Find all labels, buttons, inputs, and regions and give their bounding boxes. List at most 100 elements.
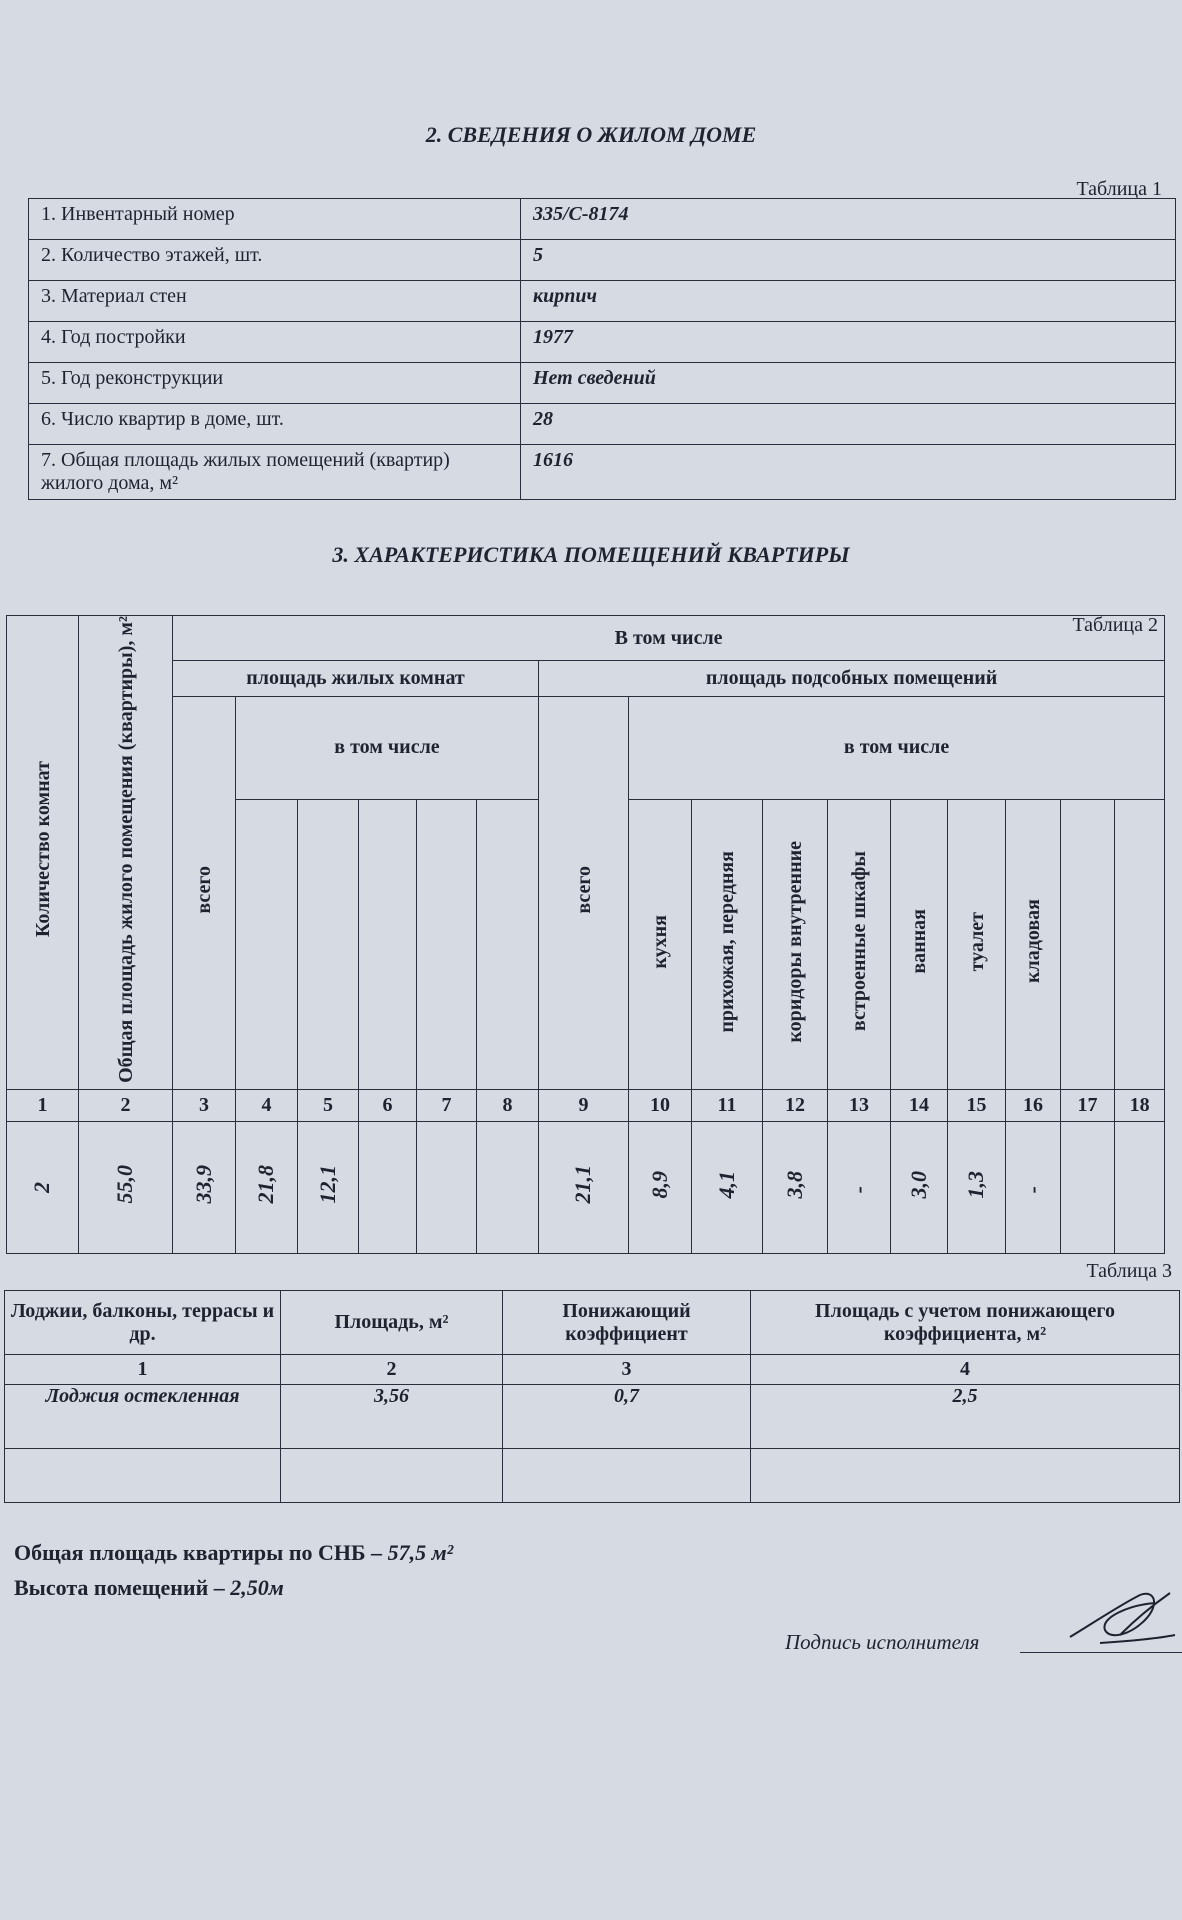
value-cell: 33,9: [172, 1120, 236, 1254]
table-3-cell: 3,56: [280, 1384, 503, 1449]
row-label: 5. Год реконструкции: [28, 362, 521, 404]
table-3-cell: [750, 1448, 1180, 1503]
signature-image: [1069, 1592, 1176, 1644]
table-1: 1. Инвентарный номер 335/С-8174 2. Количес…: [28, 198, 1176, 500]
aux-column-header: туалет: [947, 798, 1006, 1090]
value-text: 3,8: [781, 1170, 807, 1199]
value-cell: 3,0: [890, 1120, 948, 1254]
total-area-label: Общая площадь квартиры по СНБ –: [14, 1540, 388, 1565]
aux-column-header: кладовая: [1005, 798, 1061, 1090]
column-number: 9: [538, 1088, 629, 1122]
column-number: 17: [1060, 1088, 1115, 1122]
table-1-row: 6. Число квартир в доме, шт. 28: [28, 403, 1176, 445]
row-value: 335/С-8174: [520, 198, 1176, 240]
signature-label: Подпись исполнителя: [785, 1630, 980, 1654]
aux-column-label: прихожая, передняя: [716, 850, 738, 1033]
value-cell: [416, 1120, 477, 1254]
value-text: 33,9: [190, 1165, 216, 1204]
value-text: 8,9: [646, 1170, 672, 1199]
living-room-column: [235, 798, 298, 1090]
column-number: 14: [890, 1088, 948, 1122]
table-3-header: Площадь, м²: [280, 1290, 503, 1355]
column-number: 3: [502, 1354, 751, 1385]
column-number: 10: [628, 1088, 692, 1122]
header-aux-including: в том числе: [627, 696, 1166, 800]
value-cell: 21,1: [538, 1120, 629, 1254]
room-height-value: 2,50м: [230, 1575, 284, 1600]
value-cell: [476, 1120, 539, 1254]
table-3-header: Площадь с учетом понижающего коэффициент…: [750, 1290, 1180, 1355]
header-living-total: всего: [172, 696, 236, 1090]
header-aux-total: всего: [538, 696, 629, 1090]
signature-line: [1020, 1652, 1182, 1653]
value-cell: 2: [6, 1120, 79, 1254]
value-cell: [1060, 1120, 1115, 1254]
table-3-cell: [4, 1448, 281, 1503]
table-1-caption: Таблица 1: [1076, 178, 1162, 200]
row-value: 1977: [520, 321, 1176, 363]
aux-column-header: встроенные шкафы: [827, 798, 891, 1090]
value-cell: 1,3: [947, 1120, 1006, 1254]
header-living-including: в том числе: [235, 696, 539, 800]
value-text: 21,8: [253, 1165, 279, 1204]
column-number: 16: [1005, 1088, 1061, 1122]
section-3-title: 3. ХАРАКТЕРИСТИКА ПОМЕЩЕНИЙ КВАРТИРЫ: [332, 542, 850, 567]
aux-column-label: встроенные шкафы: [848, 851, 870, 1032]
value-cell: -: [1005, 1120, 1061, 1254]
column-number: 1: [4, 1354, 281, 1385]
column-number: 11: [691, 1088, 763, 1122]
aux-column-label: кухня: [649, 914, 671, 969]
section-2-title: 2. СВЕДЕНИЯ О ЖИЛОМ ДОМЕ: [425, 122, 757, 147]
table-1-row: 7. Общая площадь жилых помещений (кварти…: [28, 444, 1176, 500]
table-3: Лоджии, балконы, террасы и др. Площадь, м…: [4, 1290, 1180, 1503]
row-label: 7. Общая площадь жилых помещений (кварти…: [28, 444, 521, 500]
total-area-value: 57,5 м²: [387, 1540, 454, 1565]
table-3-cell: [280, 1448, 503, 1503]
value-text: 1,3: [963, 1170, 989, 1199]
aux-column-label: туалет: [965, 911, 988, 972]
value-cell: 21,8: [235, 1120, 298, 1254]
value-cell: 8,9: [628, 1120, 692, 1254]
row-label: 1. Инвентарный номер: [28, 198, 521, 240]
value-text: 12,1: [314, 1165, 340, 1204]
living-room-column: [416, 798, 477, 1090]
value-cell: 55,0: [78, 1120, 173, 1254]
table-3-caption: Таблица 3: [1086, 1260, 1172, 1282]
column-number: 4: [235, 1088, 298, 1122]
row-value: 28: [520, 403, 1176, 445]
value-text: -: [1019, 1185, 1045, 1193]
aux-column-label: коридоры внутренние: [784, 840, 806, 1043]
row-label: 3. Материал стен: [28, 280, 521, 322]
row-value: Нет сведений: [520, 362, 1176, 404]
row-value: кирпич: [520, 280, 1176, 322]
table-3-header: Понижающий коэффициент: [502, 1290, 751, 1355]
value-text: 21,1: [570, 1165, 596, 1204]
column-number: 6: [358, 1088, 417, 1122]
column-number: 13: [827, 1088, 891, 1122]
column-number: 3: [172, 1088, 236, 1122]
header-including: В том числе: [171, 615, 1166, 661]
table-3-cell: [502, 1448, 751, 1503]
aux-column-label: кладовая: [1022, 899, 1044, 984]
table-1-row: 2. Количество этажей, шт. 5: [28, 239, 1176, 281]
total-area-line: Общая площадь квартиры по СНБ – 57,5 м²: [14, 1540, 453, 1566]
column-number: 5: [297, 1088, 359, 1122]
table-3-cell: 0,7: [502, 1384, 751, 1449]
value-cell: 3,8: [762, 1120, 828, 1254]
aux-column-label: ванная: [908, 909, 930, 974]
aux-column-header: [1113, 798, 1166, 1090]
table-1-row: 5. Год реконструкции Нет сведений: [28, 362, 1176, 404]
table-1-row: 3. Материал стен кирпич: [28, 280, 1176, 322]
row-value: 1616: [520, 444, 1176, 500]
aux-column-header: коридоры внутренние: [762, 798, 828, 1090]
table-1-row: 4. Год постройки 1977: [28, 321, 1176, 363]
column-number: 4: [750, 1354, 1180, 1385]
column-number: 1: [6, 1088, 79, 1122]
value-cell: 4,1: [691, 1120, 763, 1254]
header-total-area: Общая площадь жилого помещения (квартиры…: [78, 615, 173, 1090]
aux-column-header: [1060, 798, 1115, 1090]
row-label: 4. Год постройки: [28, 321, 521, 363]
column-number: 8: [476, 1088, 539, 1122]
value-text: 3,0: [905, 1170, 931, 1199]
value-text: 2: [29, 1181, 55, 1193]
